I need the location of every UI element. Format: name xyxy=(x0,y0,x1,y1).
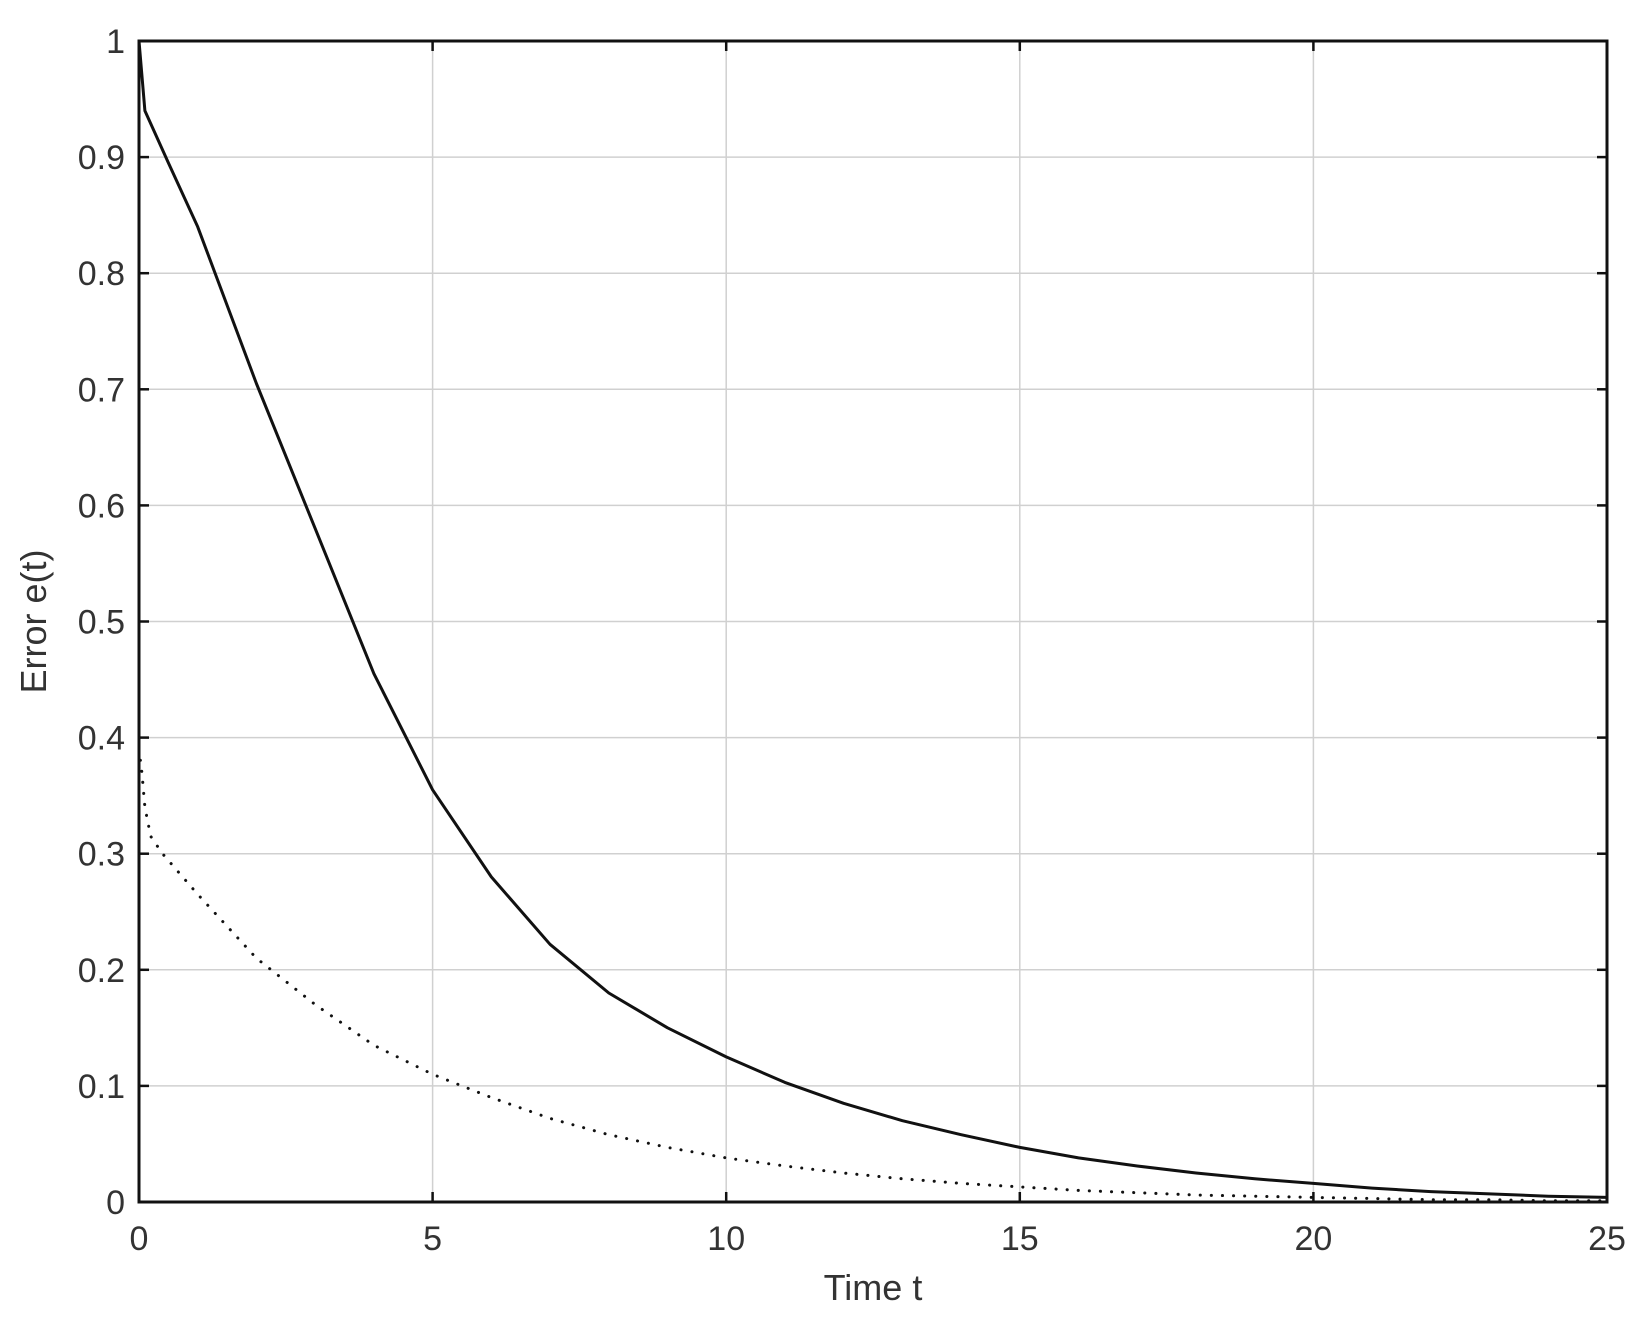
x-tick-label: 25 xyxy=(1588,1220,1626,1258)
y-tick-label: 0.5 xyxy=(78,604,125,642)
y-tick-label: 0 xyxy=(106,1184,125,1222)
x-tick-label: 15 xyxy=(1001,1220,1039,1258)
y-tick-label: 0.1 xyxy=(78,1068,125,1106)
ticks: 0 5 10 15 20 25 0 0.1 0.2 0.3 0.4 0.5 0.6 0.7 0.8 0.9 1 xyxy=(78,23,1626,1258)
y-tick-label: 0.4 xyxy=(78,720,125,758)
x-tick-label: 0 xyxy=(130,1220,149,1258)
x-axis-label: Time t xyxy=(824,1267,923,1308)
y-tick-label: 0.2 xyxy=(78,952,125,990)
y-tick-label: 0.7 xyxy=(78,371,125,409)
y-axis-label: Error e(t) xyxy=(13,550,54,694)
series-line-solid xyxy=(137,39,1609,1199)
series-line-dotted xyxy=(137,747,1609,1203)
y-tick-label: 0.3 xyxy=(78,836,125,874)
x-tick-label: 10 xyxy=(707,1220,745,1258)
x-tick-label: 5 xyxy=(423,1220,442,1258)
x-tick-label: 20 xyxy=(1294,1220,1332,1258)
y-tick-label: 0.8 xyxy=(78,255,125,293)
y-tick-label: 1 xyxy=(106,23,125,61)
series-layer xyxy=(137,39,1609,1203)
y-tick-label: 0.9 xyxy=(78,139,125,177)
grid xyxy=(139,41,1607,1202)
y-tick-label: 0.6 xyxy=(78,487,125,525)
